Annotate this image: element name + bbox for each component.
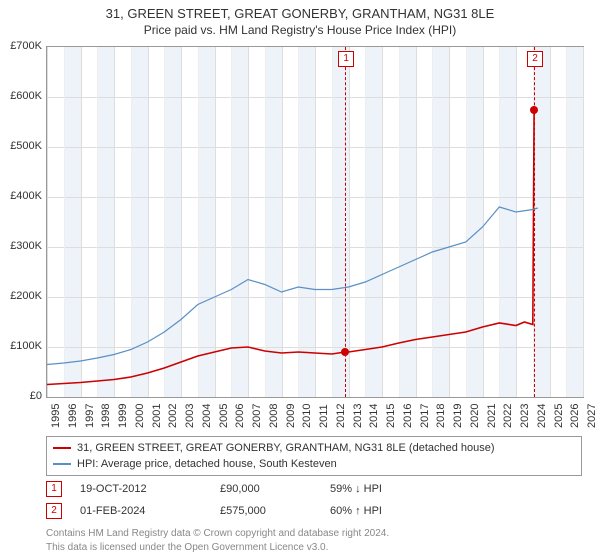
x-tick-label: 1996 bbox=[67, 404, 79, 428]
txn-date: 01-FEB-2024 bbox=[80, 505, 220, 517]
license-footer: Contains HM Land Registry data © Crown c… bbox=[46, 527, 389, 554]
txn-price: £90,000 bbox=[220, 483, 330, 495]
x-tick-label: 1995 bbox=[50, 404, 62, 428]
legend-label: 31, GREEN STREET, GREAT GONERBY, GRANTHA… bbox=[77, 442, 495, 454]
x-tick-label: 1997 bbox=[84, 404, 96, 428]
y-tick-label: £300K bbox=[2, 240, 42, 252]
x-tick-label: 2025 bbox=[553, 404, 565, 428]
x-tick-label: 2008 bbox=[268, 404, 280, 428]
txn-pct: 59% ↓ HPI bbox=[330, 483, 420, 495]
txn-pct: 60% ↑ HPI bbox=[330, 505, 420, 517]
x-tick-label: 2002 bbox=[167, 404, 179, 428]
marker-badge: 1 bbox=[46, 481, 62, 497]
transactions-table: 1 19-OCT-2012 £90,000 59% ↓ HPI 2 01-FEB… bbox=[46, 478, 582, 522]
legend-swatch bbox=[53, 463, 71, 465]
footer-line: This data is licensed under the Open Gov… bbox=[46, 541, 389, 555]
x-tick-label: 2007 bbox=[251, 404, 263, 428]
x-tick-label: 2000 bbox=[134, 404, 146, 428]
marker-badge: 2 bbox=[46, 503, 62, 519]
chart-marker-badge: 2 bbox=[527, 51, 543, 67]
x-tick-label: 2022 bbox=[502, 404, 514, 428]
x-tick-label: 2027 bbox=[586, 404, 598, 428]
data-point-dot bbox=[530, 106, 538, 114]
series-hpi bbox=[47, 207, 538, 365]
footer-line: Contains HM Land Registry data © Crown c… bbox=[46, 527, 389, 541]
x-tick-label: 2006 bbox=[234, 404, 246, 428]
y-tick-label: £700K bbox=[2, 40, 42, 52]
series-property bbox=[47, 110, 534, 385]
txn-price: £575,000 bbox=[220, 505, 330, 517]
y-tick-label: £100K bbox=[2, 340, 42, 352]
chart-title: 31, GREEN STREET, GREAT GONERBY, GRANTHA… bbox=[0, 0, 600, 21]
series-svg bbox=[47, 47, 583, 397]
legend-item: HPI: Average price, detached house, Sout… bbox=[53, 456, 575, 472]
y-tick-label: £200K bbox=[2, 290, 42, 302]
y-tick-label: £500K bbox=[2, 140, 42, 152]
legend-swatch bbox=[53, 447, 71, 449]
table-row: 2 01-FEB-2024 £575,000 60% ↑ HPI bbox=[46, 500, 582, 522]
x-tick-label: 2005 bbox=[218, 404, 230, 428]
x-tick-label: 2019 bbox=[452, 404, 464, 428]
x-tick-label: 2001 bbox=[151, 404, 163, 428]
table-row: 1 19-OCT-2012 £90,000 59% ↓ HPI bbox=[46, 478, 582, 500]
x-tick-label: 2011 bbox=[318, 404, 330, 428]
y-tick-label: £400K bbox=[2, 190, 42, 202]
x-tick-label: 2009 bbox=[285, 404, 297, 428]
x-tick-label: 2013 bbox=[352, 404, 364, 428]
x-tick-label: 2014 bbox=[368, 404, 380, 428]
x-tick-label: 2015 bbox=[385, 404, 397, 428]
x-tick-label: 1998 bbox=[100, 404, 112, 428]
chart-container: 31, GREEN STREET, GREAT GONERBY, GRANTHA… bbox=[0, 0, 600, 560]
x-tick-label: 2023 bbox=[519, 404, 531, 428]
txn-date: 19-OCT-2012 bbox=[80, 483, 220, 495]
y-tick-label: £600K bbox=[2, 90, 42, 102]
x-tick-label: 2016 bbox=[402, 404, 414, 428]
chart-subtitle: Price paid vs. HM Land Registry's House … bbox=[0, 23, 600, 37]
x-tick-label: 2021 bbox=[486, 404, 498, 428]
chart-marker-badge: 1 bbox=[338, 51, 354, 67]
x-tick-label: 2020 bbox=[469, 404, 481, 428]
legend: 31, GREEN STREET, GREAT GONERBY, GRANTHA… bbox=[46, 436, 582, 476]
y-tick-label: £0 bbox=[2, 390, 42, 402]
x-tick-label: 2004 bbox=[201, 404, 213, 428]
plot-area: 12 bbox=[46, 46, 584, 398]
x-tick-label: 2018 bbox=[435, 404, 447, 428]
x-tick-label: 1999 bbox=[117, 404, 129, 428]
x-tick-label: 2017 bbox=[419, 404, 431, 428]
legend-item: 31, GREEN STREET, GREAT GONERBY, GRANTHA… bbox=[53, 440, 575, 456]
x-tick-label: 2012 bbox=[335, 404, 347, 428]
x-tick-label: 2010 bbox=[301, 404, 313, 428]
x-tick-label: 2003 bbox=[184, 404, 196, 428]
x-tick-label: 2024 bbox=[536, 404, 548, 428]
x-tick-label: 2026 bbox=[569, 404, 581, 428]
legend-label: HPI: Average price, detached house, Sout… bbox=[77, 458, 337, 470]
